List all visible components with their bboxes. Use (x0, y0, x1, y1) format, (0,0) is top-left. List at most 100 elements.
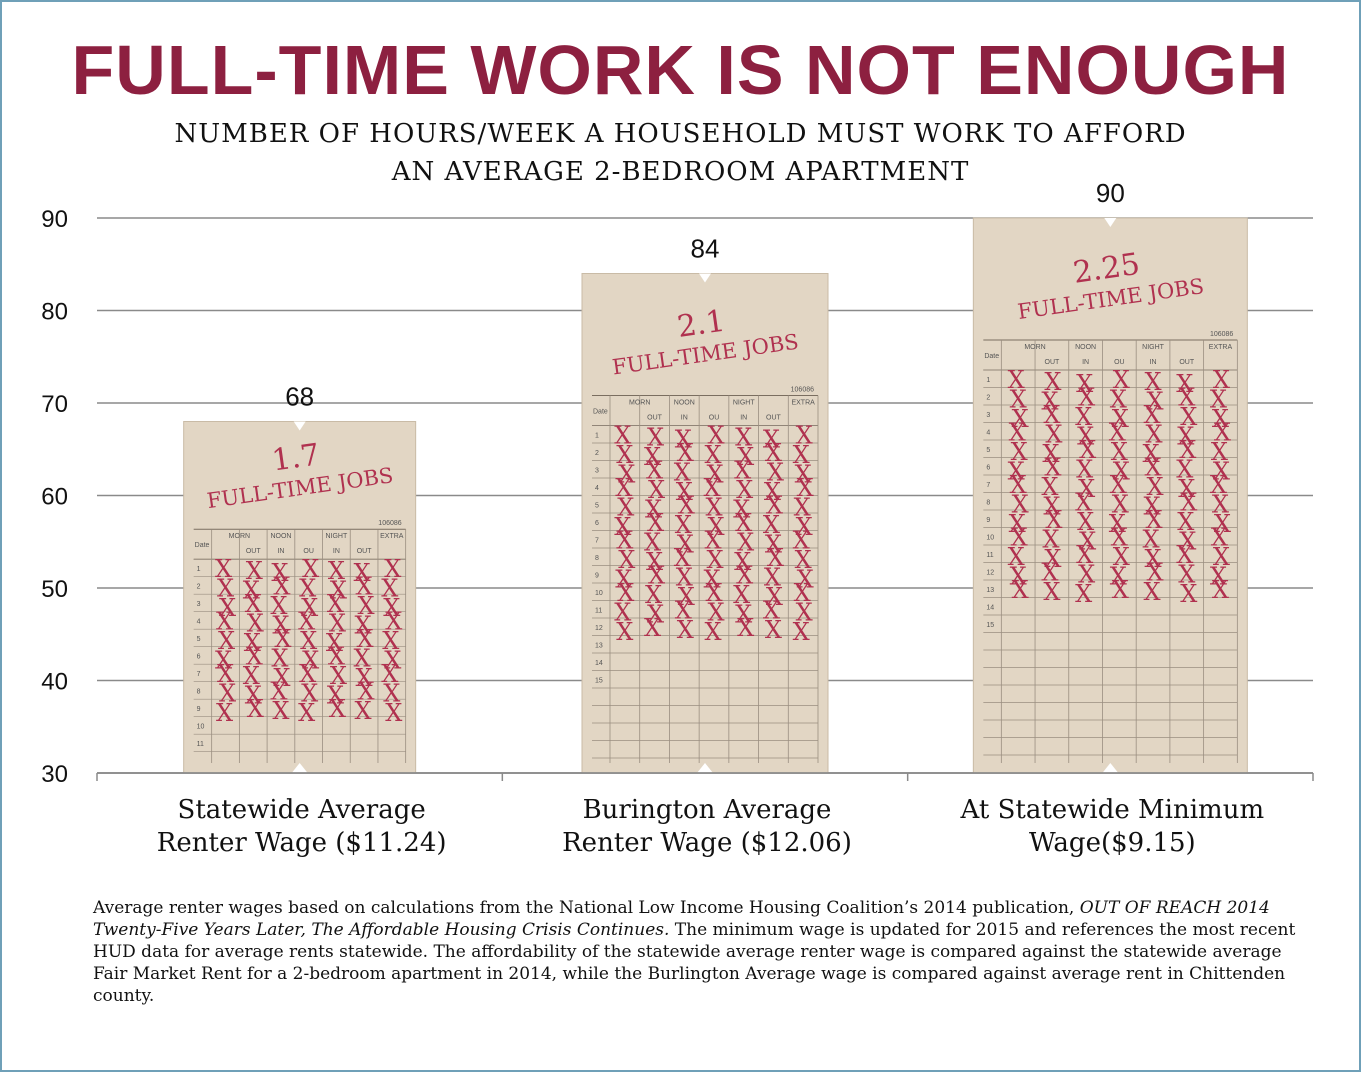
card-row-number: 13 (595, 643, 603, 650)
card-column-header: NIGHT (325, 533, 348, 540)
time-mark-x: X (1008, 457, 1025, 485)
time-mark-x: X (1211, 438, 1228, 466)
time-mark-x: X (218, 627, 235, 655)
time-mark-x: X (299, 660, 316, 688)
time-mark-x: X (217, 660, 234, 688)
y-tick-label: 70 (41, 391, 68, 418)
x-category-label: Statewide Average (178, 795, 426, 825)
time-mark-x: X (1176, 455, 1193, 483)
time-mark-x: X (764, 478, 781, 506)
time-mark-x: X (1147, 387, 1164, 415)
time-mark-x: X (1042, 440, 1059, 468)
time-mark-x: X (272, 611, 289, 639)
time-mark-x: X (328, 557, 345, 585)
time-mark-x: X (1210, 471, 1227, 499)
time-mark-x: X (1213, 457, 1230, 485)
card-subcolumn-header: IN (740, 415, 747, 422)
time-mark-x: X (354, 559, 371, 587)
time-mark-x: X (243, 662, 260, 690)
time-mark-x: X (645, 581, 662, 609)
card-row-number: 9 (197, 706, 201, 713)
time-mark-x: X (734, 548, 751, 576)
time-mark-x: X (647, 509, 664, 537)
time-mark-x: X (1078, 560, 1095, 588)
time-mark-x: X (301, 594, 318, 622)
y-tick-label: 30 (41, 761, 68, 788)
card-row-number: 8 (986, 500, 990, 507)
time-mark-x: X (302, 555, 319, 583)
time-mark-x: X (1214, 510, 1231, 538)
time-mark-x: X (383, 679, 400, 707)
card-subcolumn-header: OUT (647, 415, 663, 422)
time-mark-x: X (763, 511, 780, 539)
time-mark-x: X (300, 627, 317, 655)
card-date-header: Date (984, 353, 999, 360)
card-subcolumn-header: OUT (1179, 359, 1195, 366)
data-label: 90 (1096, 178, 1125, 208)
time-mark-x: X (1110, 385, 1127, 413)
time-mark-x: X (706, 460, 723, 488)
card-column-header: NOON (674, 400, 695, 407)
time-mark-x: X (1045, 506, 1062, 534)
time-mark-x: X (645, 495, 662, 523)
card-row-number: 6 (986, 465, 990, 472)
time-mark-x: X (355, 611, 372, 639)
time-mark-x: X (766, 583, 783, 611)
footnote-text-1: Average renter wages based on calculatio… (93, 898, 1080, 918)
time-mark-x: X (707, 598, 724, 626)
time-mark-x: X (736, 561, 753, 589)
time-mark-x: X (272, 697, 289, 725)
time-mark-x: X (675, 596, 692, 624)
card-column-header: NIGHT (1142, 344, 1165, 351)
time-mark-x: X (677, 530, 694, 558)
card-subcolumn-header: IN (1150, 359, 1157, 366)
time-mark-x: X (301, 679, 318, 707)
card-notch (291, 763, 308, 773)
time-mark-x: X (796, 598, 813, 626)
x-category-label: At Statewide Minimum (960, 795, 1265, 825)
card-subcolumn-header: OU (709, 415, 720, 422)
time-mark-x: X (615, 565, 632, 593)
time-mark-x: X (246, 557, 263, 585)
card-row-number: 14 (986, 605, 994, 612)
time-mark-x: X (765, 616, 782, 644)
time-mark-x: X (614, 598, 631, 626)
time-mark-x: X (327, 590, 344, 618)
time-mark-x: X (614, 513, 631, 541)
time-mark-x: X (244, 629, 261, 657)
time-mark-x: X (616, 526, 633, 554)
time-mark-x: X (326, 629, 343, 657)
time-mark-x: X (1146, 506, 1163, 534)
time-mark-x: X (1112, 576, 1129, 604)
card-row-number: 12 (986, 570, 994, 577)
card-notch (1102, 763, 1119, 773)
time-mark-x: X (1177, 508, 1194, 536)
card-row-number: 8 (595, 555, 599, 562)
time-mark-x: X (734, 456, 751, 484)
card-column-header: NOON (270, 533, 291, 540)
y-tick-label: 60 (41, 484, 68, 511)
card-subcolumn-header: OUT (357, 548, 373, 555)
time-mark-x: X (793, 526, 810, 554)
card-row-number: 4 (197, 619, 201, 626)
time-mark-x: X (1176, 541, 1193, 569)
subtitle-line-1: NUMBER OF HOURS/WEEK A HOUSEHOLD MUST WO… (174, 119, 1187, 149)
time-mark-x: X (1011, 438, 1028, 466)
time-mark-x: X (1212, 576, 1229, 604)
card-row-number: 5 (595, 503, 599, 510)
time-mark-x: X (1178, 560, 1195, 588)
time-mark-x: X (1111, 523, 1128, 551)
time-mark-x: X (737, 528, 754, 556)
time-mark-x: X (384, 646, 401, 674)
time-mark-x: X (644, 614, 661, 642)
jobs-count: 1.7 (270, 437, 322, 478)
time-mark-x: X (793, 441, 810, 469)
time-mark-x: X (1176, 370, 1193, 398)
time-mark-x: X (1041, 387, 1058, 415)
card-row-number: 7 (595, 538, 599, 545)
time-mark-x: X (1010, 385, 1027, 413)
time-mark-x: X (1178, 475, 1195, 503)
card-row-number: 5 (197, 636, 201, 643)
